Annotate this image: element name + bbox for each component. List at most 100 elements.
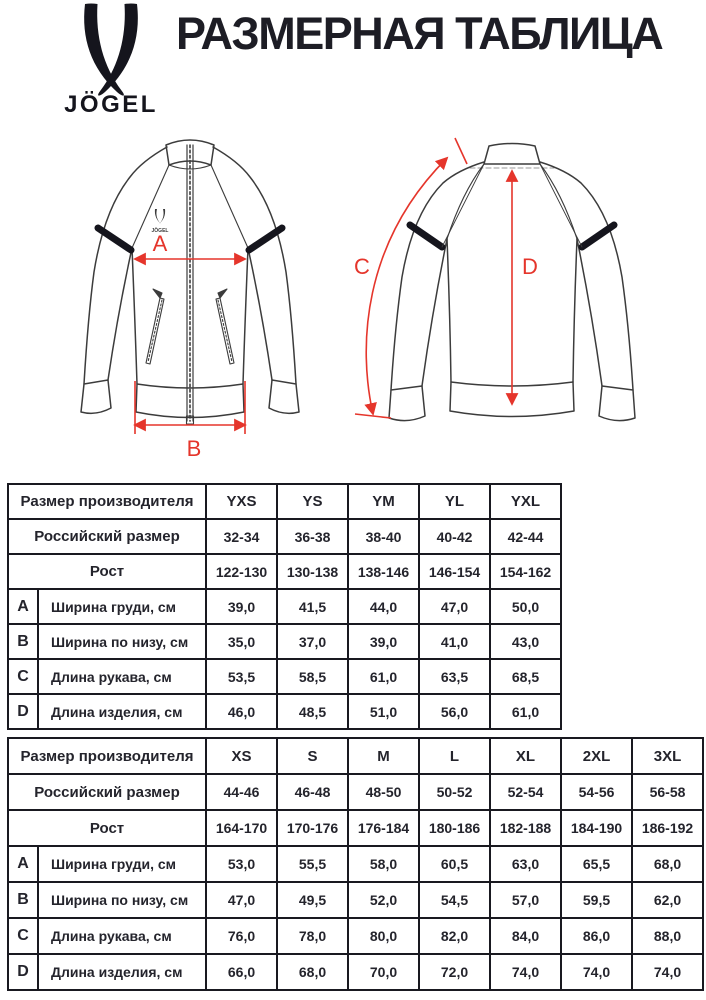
- table-cell: 53,0: [205, 845, 279, 883]
- jacket-front-diagram: JÖGEL A B: [80, 139, 300, 461]
- row-label-cell: Длина рукава, см: [36, 658, 208, 695]
- table-cell: 70,0: [347, 953, 421, 991]
- table-cell: 41,5: [276, 588, 350, 625]
- table-cell: 46,0: [205, 693, 279, 730]
- table-cell: 47,0: [418, 588, 492, 625]
- table-cell: 40-42: [418, 518, 492, 555]
- back-yoke-seam-right: [539, 163, 583, 248]
- table-cell: YXL: [489, 483, 563, 520]
- table-row: Рост 164-170 170-176 176-184 180-186 182…: [6, 809, 705, 847]
- table-cell: 52,0: [347, 881, 421, 919]
- table-cell: 52-54: [489, 773, 563, 811]
- table-cell: XL: [489, 737, 563, 775]
- size-table-adult: Размер производителя XS S M L XL 2XL 3XL…: [6, 737, 705, 991]
- table-row: Российский размер 32-34 36-38 38-40 40-4…: [6, 518, 563, 555]
- zipper: [185, 144, 195, 425]
- table-cell: 54,5: [418, 881, 492, 919]
- table-cell: 170-176: [276, 809, 350, 847]
- table-cell: 82,0: [418, 917, 492, 955]
- body-side-right: [242, 247, 249, 385]
- header-label-cell: Рост: [6, 809, 208, 847]
- shoulder-stripe-right: [245, 224, 286, 254]
- shoulder-stripe-left-back: [406, 221, 446, 251]
- body-side-left-back: [446, 238, 452, 383]
- table-cell: 164-170: [205, 809, 279, 847]
- table-cell: 184-190: [560, 809, 634, 847]
- sleeve-right-inner-seam: [247, 247, 273, 381]
- table-cell: 59,5: [560, 881, 634, 919]
- dimension-label-b: B: [187, 436, 202, 461]
- hem-band-back: [449, 381, 575, 418]
- row-letter-cell: D: [7, 693, 39, 730]
- table-cell: 61,0: [347, 658, 421, 695]
- table-cell: 63,0: [489, 845, 563, 883]
- table-row: C Длина рукава, см 53,5 58,5 61,0 63,5 6…: [7, 658, 563, 695]
- row-label-cell: Длина рукава, см: [36, 917, 208, 955]
- table-cell: 68,5: [489, 658, 563, 695]
- table-cell: 74,0: [560, 953, 634, 991]
- table-cell: 37,0: [276, 623, 350, 660]
- table-cell: 61,0: [489, 693, 563, 730]
- row-letter-cell: A: [7, 845, 39, 883]
- table-cell: 48-50: [347, 773, 421, 811]
- table-cell: 74,0: [489, 953, 563, 991]
- dimension-label-d: D: [522, 254, 538, 279]
- table-cell: 2XL: [560, 737, 634, 775]
- table-cell: 180-186: [418, 809, 492, 847]
- body-side-left: [131, 247, 138, 385]
- sleeve-right-back: [539, 161, 634, 391]
- table-cell: 43,0: [489, 623, 563, 660]
- table-cell: 65,5: [560, 845, 634, 883]
- table-row: C Длина рукава, см 76,0 78,0 80,0 82,0 8…: [7, 917, 705, 955]
- table-cell: 44-46: [205, 773, 279, 811]
- table-row: D Длина изделия, см 66,0 68,0 70,0 72,0 …: [7, 953, 705, 991]
- table-cell: 36-38: [276, 518, 350, 555]
- jacket-back-diagram: C D: [354, 137, 636, 422]
- table-cell: 80,0: [347, 917, 421, 955]
- table-cell: 88,0: [631, 917, 705, 955]
- table-cell: M: [347, 737, 421, 775]
- table-cell: 154-162: [489, 553, 563, 590]
- dimension-arrow-c: [354, 137, 468, 419]
- row-letter-cell: D: [7, 953, 39, 991]
- table-cell: 39,0: [205, 588, 279, 625]
- table-cell: 63,5: [418, 658, 492, 695]
- brand-logo: JÖGEL: [64, 3, 155, 118]
- table-cell: 130-138: [276, 553, 350, 590]
- pocket-right: [215, 288, 235, 365]
- page-title: РАЗМЕРНАЯ ТАБЛИЦА: [176, 8, 664, 59]
- brand-logo-mark: [84, 3, 138, 96]
- table-cell: 56-58: [631, 773, 705, 811]
- header-label-cell: Российский размер: [6, 773, 208, 811]
- cuff-right-back: [598, 385, 636, 422]
- table-row: Размер производителя YXS YS YM YL YXL: [6, 483, 563, 520]
- row-label-cell: Длина изделия, см: [36, 953, 208, 991]
- table-cell: 35,0: [205, 623, 279, 660]
- table-cell: 78,0: [276, 917, 350, 955]
- row-label-cell: Длина изделия, см: [36, 693, 208, 730]
- table-cell: 47,0: [205, 881, 279, 919]
- shoulder-stripe-left: [94, 224, 135, 254]
- table-cell: 186-192: [631, 809, 705, 847]
- table-cell: 44,0: [347, 588, 421, 625]
- table-cell: 62,0: [631, 881, 705, 919]
- table-cell: S: [276, 737, 350, 775]
- pocket-left-pull: [152, 288, 163, 299]
- table-cell: 176-184: [347, 809, 421, 847]
- table-row: Размер производителя XS S M L XL 2XL 3XL: [6, 737, 705, 775]
- header-label-cell: Размер производителя: [6, 483, 208, 520]
- table-cell: 60,5: [418, 845, 492, 883]
- table-row: B Ширина по низу, см 47,0 49,5 52,0 54,5…: [7, 881, 705, 919]
- table-cell: 48,5: [276, 693, 350, 730]
- table-cell: 38-40: [347, 518, 421, 555]
- cuff-left-back: [388, 385, 426, 422]
- table-cell: 41,0: [418, 623, 492, 660]
- sleeve-left-back: [390, 161, 485, 391]
- table-row: Рост 122-130 130-138 138-146 146-154 154…: [6, 553, 563, 590]
- table-row: A Ширина груди, см 39,0 41,5 44,0 47,0 5…: [7, 588, 563, 625]
- table-cell: YM: [347, 483, 421, 520]
- table-cell: 138-146: [347, 553, 421, 590]
- table-cell: 66,0: [205, 953, 279, 991]
- table-cell: YXS: [205, 483, 279, 520]
- table-cell: 58,0: [347, 845, 421, 883]
